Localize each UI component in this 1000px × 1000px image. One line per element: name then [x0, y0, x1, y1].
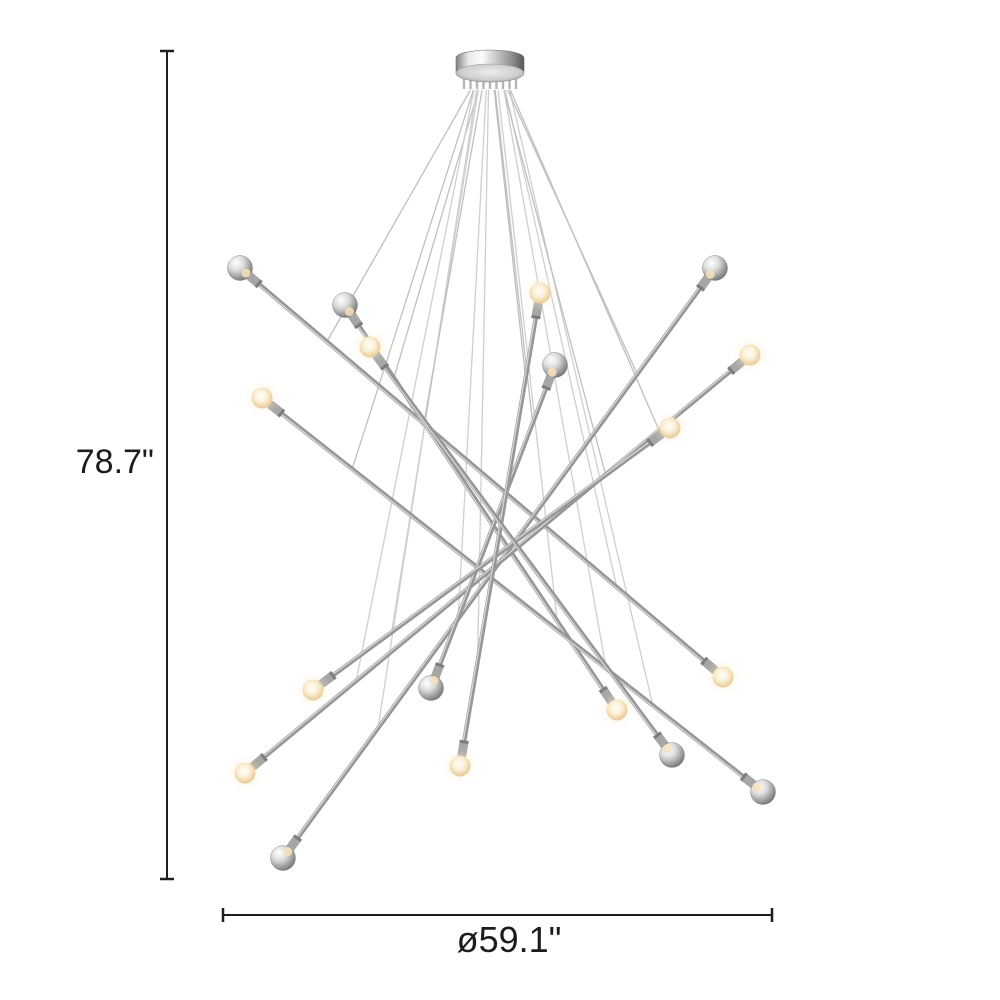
rod-arm-highlight: [277, 411, 747, 781]
bulb-chrome-filament-glow: [429, 676, 439, 686]
bulb-socket-ring: [328, 670, 337, 681]
bulb-chrome-filament-glow: [241, 268, 251, 278]
rod-arm-highlight: [381, 363, 660, 740]
bulb-lit: [359, 336, 381, 358]
bulb-socket-ring: [354, 321, 364, 330]
rod-arm-highlight: [461, 312, 537, 746]
bulb-chrome: [702, 255, 728, 281]
rod-arm-highlight: [254, 281, 707, 665]
bulb-socket-ring: [531, 314, 541, 320]
bulb-socket-ring: [739, 772, 748, 782]
bulb-lit: [302, 679, 324, 701]
bulb-socket-ring: [727, 366, 736, 376]
bulbs: [227, 255, 776, 871]
bulb-lit: [712, 666, 734, 688]
bulb-socket-ring: [380, 362, 390, 371]
suspension-wire: [351, 89, 475, 470]
bulb-lit: [234, 762, 256, 784]
bulb-chrome-filament-glow: [283, 847, 293, 857]
dimension-lines: [160, 49, 774, 922]
bulb-chrome-filament-glow: [662, 744, 672, 754]
bulb-socket-ring: [541, 384, 551, 391]
bulb-socket-ring: [652, 731, 662, 740]
bulb-socket-ring: [254, 279, 263, 289]
rod-arm: [276, 408, 749, 782]
rod-arm: [327, 438, 656, 680]
bulb-socket-ring: [700, 656, 709, 666]
suspension-wire: [509, 89, 660, 431]
suspension-wire: [457, 89, 487, 617]
bulb-chrome: [332, 292, 358, 318]
height-dimension-label: 78.7": [75, 443, 154, 481]
rod-arm-highlight: [328, 439, 654, 678]
rod-arm: [461, 311, 539, 748]
canopy-bottom-plate: [455, 63, 525, 83]
rod-arm-highlight: [436, 383, 548, 669]
bulb-socket-ring: [696, 283, 706, 292]
bulb-socket-ring: [435, 662, 445, 669]
diameter-dimension-label: ø59.1": [456, 919, 562, 960]
bulb-chrome-filament-glow: [547, 367, 557, 377]
ceiling-canopy: [455, 49, 525, 89]
suspension-wire: [503, 89, 607, 476]
rod-arm: [380, 361, 662, 741]
bulb-chrome: [750, 779, 776, 805]
bulb-chrome: [270, 845, 296, 871]
bulb-chrome-filament-glow: [705, 269, 715, 279]
bulb-lit: [606, 699, 628, 721]
bulb-socket-ring: [259, 752, 268, 762]
bulb-lit: [449, 755, 471, 777]
suspension-wire: [355, 89, 475, 682]
suspension-wire: [423, 89, 483, 421]
bulb-chrome-filament-glow: [752, 782, 762, 792]
bulb-socket-ring: [646, 437, 655, 448]
bulb-socket-ring: [292, 834, 302, 843]
suspension-wire: [493, 89, 527, 379]
rod-arm: [436, 382, 550, 671]
bulb-lit: [529, 282, 551, 304]
bulb-socket-ring: [277, 408, 286, 418]
suspension-wire: [504, 89, 618, 588]
bulb-lit: [739, 344, 761, 366]
suspension-wire: [508, 89, 654, 706]
bulb-lit: [659, 417, 681, 439]
bulb-lit: [251, 387, 273, 409]
bulb-chrome: [659, 742, 685, 768]
rod-arm: [253, 279, 710, 666]
bulb-chrome-filament-glow: [344, 307, 354, 317]
bulb-socket-ring: [459, 739, 469, 745]
bulb-socket-ring: [598, 685, 608, 694]
